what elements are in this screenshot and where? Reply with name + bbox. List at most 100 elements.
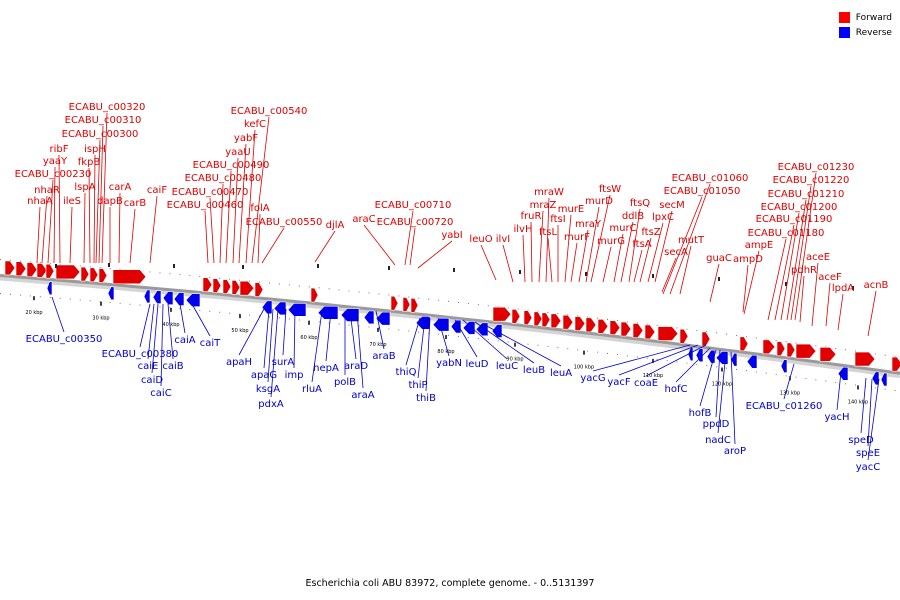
forward-gene-label-ecabu-c00320[interactable]: ECABU_c00320 <box>69 102 146 264</box>
forward-gene-arrow[interactable] <box>511 309 521 324</box>
forward-gene-arrow[interactable] <box>98 268 108 283</box>
reverse-gene-label-caie[interactable]: caiE <box>138 303 159 372</box>
reverse-gene-label-yabn[interactable]: yabN <box>436 317 462 369</box>
forward-gene-arrow[interactable] <box>854 351 876 367</box>
forward-gene-label-frur[interactable]: fruR <box>521 211 542 283</box>
reverse-gene-label-rlua[interactable]: rluA <box>302 310 323 395</box>
forward-gene-arrow[interactable] <box>202 277 213 293</box>
forward-gene-arrow[interactable] <box>632 323 644 338</box>
reverse-gene-arrow[interactable] <box>107 286 115 301</box>
forward-gene-label-ampd[interactable]: ampD <box>733 254 763 313</box>
forward-gene-label-mutt[interactable]: mutT <box>678 235 705 295</box>
reverse-gene-arrow[interactable] <box>695 348 704 363</box>
reverse-gene-label-yacc[interactable]: yacC <box>856 378 881 473</box>
forward-gene-label-ftsw[interactable]: ftsW <box>590 184 621 283</box>
forward-gene-arrow[interactable] <box>45 263 55 279</box>
reverse-gene-arrow[interactable] <box>432 317 450 332</box>
forward-gene-label-ecabu-c00230[interactable]: ECABU_c00230 <box>15 169 92 264</box>
forward-gene-label-cara[interactable]: carA <box>109 182 132 264</box>
reverse-gene-label-arop[interactable]: aroP <box>724 351 746 457</box>
forward-gene-label-ecabu-c00720[interactable]: ECABU_c00720 <box>377 217 454 266</box>
forward-gene-arrow[interactable] <box>4 260 16 276</box>
reverse-gene-arrow[interactable] <box>462 321 476 335</box>
reverse-gene-arrow[interactable] <box>746 354 758 369</box>
reverse-gene-label-ecabu-c00350[interactable]: ECABU_c00350 <box>26 296 103 345</box>
forward-gene-label-ecabu-c00470[interactable]: ECABU_c00470 <box>172 187 249 264</box>
forward-gene-arrow[interactable] <box>410 298 419 313</box>
forward-gene-arrow[interactable] <box>80 266 90 282</box>
forward-gene-arrow[interactable] <box>597 319 609 334</box>
reverse-gene-label-araa[interactable]: araA <box>351 310 375 401</box>
forward-gene-label-ecabu-c00460[interactable]: ECABU_c00460 <box>167 200 244 264</box>
reverse-gene-label-leuc[interactable]: leuC <box>462 319 518 372</box>
reverse-gene-label-arab[interactable]: araB <box>372 310 396 362</box>
reverse-gene-label-caia[interactable]: caiA <box>174 303 196 346</box>
reverse-gene-arrow[interactable] <box>375 311 391 326</box>
forward-gene-arrow[interactable] <box>231 280 241 295</box>
reverse-gene-arrow[interactable] <box>871 371 880 386</box>
forward-gene-label-fkpb[interactable]: fkpB <box>78 157 101 264</box>
reverse-gene-label-apag[interactable]: apaG <box>251 308 277 381</box>
forward-gene-arrow[interactable] <box>762 339 776 355</box>
reverse-gene-label-spee[interactable]: speE <box>856 378 880 459</box>
reverse-gene-label-hepa[interactable]: hepA <box>313 310 339 374</box>
forward-gene-label-ecabu-c00550[interactable]: ECABU_c00550 <box>246 217 323 264</box>
reverse-gene-label-ksga[interactable]: ksgA <box>256 308 280 395</box>
forward-gene-label-ecabu-c00310[interactable]: ECABU_c00310 <box>65 115 142 264</box>
forward-gene-label-ecabu-c01220[interactable]: ECABU_c01220 <box>773 175 850 321</box>
forward-gene-label-yabi[interactable]: yabI <box>417 230 463 269</box>
reverse-gene-arrow[interactable] <box>152 290 162 305</box>
reverse-gene-label-hofb[interactable]: hofB <box>689 349 717 419</box>
forward-gene-label-pdhr[interactable]: pdhR <box>791 265 817 323</box>
forward-gene-arrow[interactable] <box>402 297 411 312</box>
reverse-gene-arrow[interactable] <box>450 319 462 334</box>
forward-gene-label-yaay[interactable]: yaaY <box>43 156 68 264</box>
reverse-gene-label-caib[interactable]: caiB <box>162 303 184 372</box>
forward-gene-label-ecabu-c00490[interactable]: ECABU_c00490 <box>193 160 270 264</box>
forward-gene-label-ftsz[interactable]: ftsZ <box>639 227 661 283</box>
forward-gene-arrow[interactable] <box>492 306 512 322</box>
forward-gene-arrow[interactable] <box>36 263 48 278</box>
forward-gene-label-ftsl[interactable]: ftsL <box>539 227 557 283</box>
reverse-gene-arrow[interactable] <box>173 292 185 306</box>
reverse-gene-arrow[interactable] <box>261 300 273 315</box>
reverse-gene-label-ppdd[interactable]: ppdD <box>703 349 730 430</box>
forward-gene-label-ecabu-c01060[interactable]: ECABU_c01060 <box>669 173 748 295</box>
forward-gene-label-ecabu-c01190[interactable]: ECABU_c01190 <box>756 214 833 321</box>
forward-gene-arrow[interactable] <box>644 324 656 340</box>
reverse-gene-arrow[interactable] <box>363 310 375 325</box>
forward-gene-label-kefc[interactable]: kefC <box>244 119 266 264</box>
reverse-gene-label-coae[interactable]: coaE <box>634 344 707 389</box>
reverse-gene-label-yacg[interactable]: yacG <box>580 344 691 384</box>
reverse-gene-label-yach[interactable]: yacH <box>824 371 850 423</box>
forward-gene-label-yabf[interactable]: yabF <box>234 133 258 264</box>
forward-gene-label-acee[interactable]: aceE <box>806 252 830 327</box>
forward-gene-label-carb[interactable]: carB <box>124 198 147 264</box>
forward-gene-arrow[interactable] <box>609 320 621 336</box>
reverse-gene-label-hofc[interactable]: hofC <box>665 347 711 395</box>
reverse-gene-label-thib[interactable]: thiB <box>416 317 436 404</box>
forward-gene-arrow[interactable] <box>679 328 689 344</box>
reverse-gene-label-imp[interactable]: imp <box>285 308 304 381</box>
forward-gene-arrow[interactable] <box>585 317 597 333</box>
forward-gene-label-ampe[interactable]: ampE <box>743 240 773 315</box>
forward-gene-label-ecabu-c00300[interactable]: ECABU_c00300 <box>62 129 139 264</box>
forward-gene-arrow[interactable] <box>222 279 232 294</box>
forward-gene-arrow[interactable] <box>55 264 81 280</box>
reverse-gene-label-caid[interactable]: caiD <box>141 303 163 386</box>
forward-gene-arrow[interactable] <box>701 331 711 347</box>
forward-gene-label-ilvh[interactable]: ilvH <box>514 224 533 283</box>
reverse-gene-label-ecabu-c01260[interactable]: ECABU_c01260 <box>746 363 823 412</box>
reverse-gene-label-apah[interactable]: apaH <box>226 308 265 368</box>
legend-item-forward[interactable]: Forward <box>838 10 892 25</box>
forward-gene-label-murd[interactable]: murD <box>585 196 613 283</box>
forward-gene-arrow[interactable] <box>574 316 586 331</box>
forward-gene-arrow[interactable] <box>657 326 679 341</box>
forward-gene-label-dapb[interactable]: dapB <box>97 196 123 263</box>
forward-gene-arrow[interactable] <box>786 342 796 358</box>
forward-gene-label-mraw[interactable]: mraW <box>534 187 564 283</box>
forward-gene-label-lpxc[interactable]: lpxC <box>647 212 674 283</box>
forward-gene-arrow[interactable] <box>112 269 147 285</box>
forward-gene-label-arac[interactable]: araC <box>352 214 396 266</box>
forward-gene-label-djla[interactable]: djlA <box>314 220 345 263</box>
